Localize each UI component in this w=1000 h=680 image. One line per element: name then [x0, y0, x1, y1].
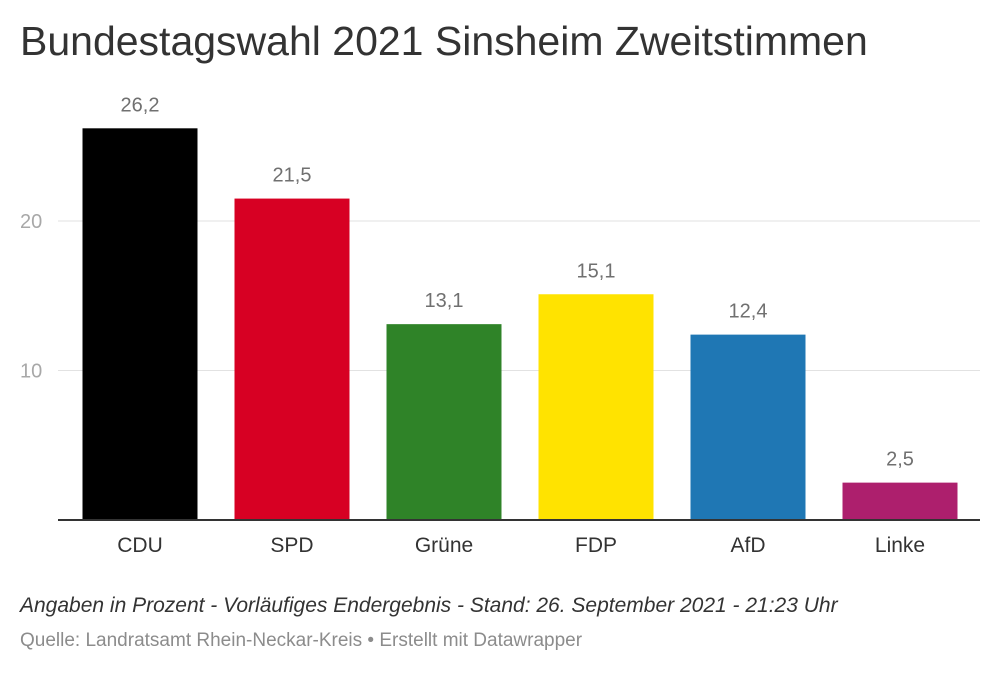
- value-label: 12,4: [729, 301, 768, 323]
- bar-gr-ne: [386, 324, 502, 520]
- category-label: CDU: [117, 534, 163, 557]
- y-tick-label: 20: [20, 211, 42, 233]
- category-label: FDP: [575, 534, 617, 557]
- bar-spd: [234, 198, 350, 520]
- labels: 10 20 26,2 CDU 21,5 SPD 13,1 Grüne 15,1 FDP 12,4 Af…: [20, 94, 925, 557]
- chart-source: Quelle: Landratsamt Rhein-Neckar-Kreis •…: [20, 630, 583, 651]
- bar-linke: [842, 482, 958, 520]
- value-label: 15,1: [577, 260, 616, 282]
- value-label: 21,5: [273, 165, 312, 187]
- value-label: 13,1: [425, 290, 464, 312]
- category-label: Grüne: [415, 534, 473, 557]
- category-label: SPD: [270, 534, 313, 557]
- y-tick-label: 10: [20, 361, 42, 383]
- gridlines: [58, 220, 980, 371]
- category-label: AfD: [730, 534, 765, 557]
- chart-note: Angaben in Prozent - Vorläufiges Enderge…: [20, 594, 838, 617]
- category-label: Linke: [875, 534, 925, 557]
- value-label: 2,5: [886, 449, 914, 471]
- bar-cdu: [82, 128, 198, 520]
- value-label: 26,2: [121, 94, 160, 116]
- bar-afd: [690, 334, 806, 520]
- bar-fdp: [538, 294, 654, 520]
- chart-title: Bundestagswahl 2021 Sinsheim Zweitstimme…: [20, 18, 868, 64]
- bars: [82, 128, 958, 520]
